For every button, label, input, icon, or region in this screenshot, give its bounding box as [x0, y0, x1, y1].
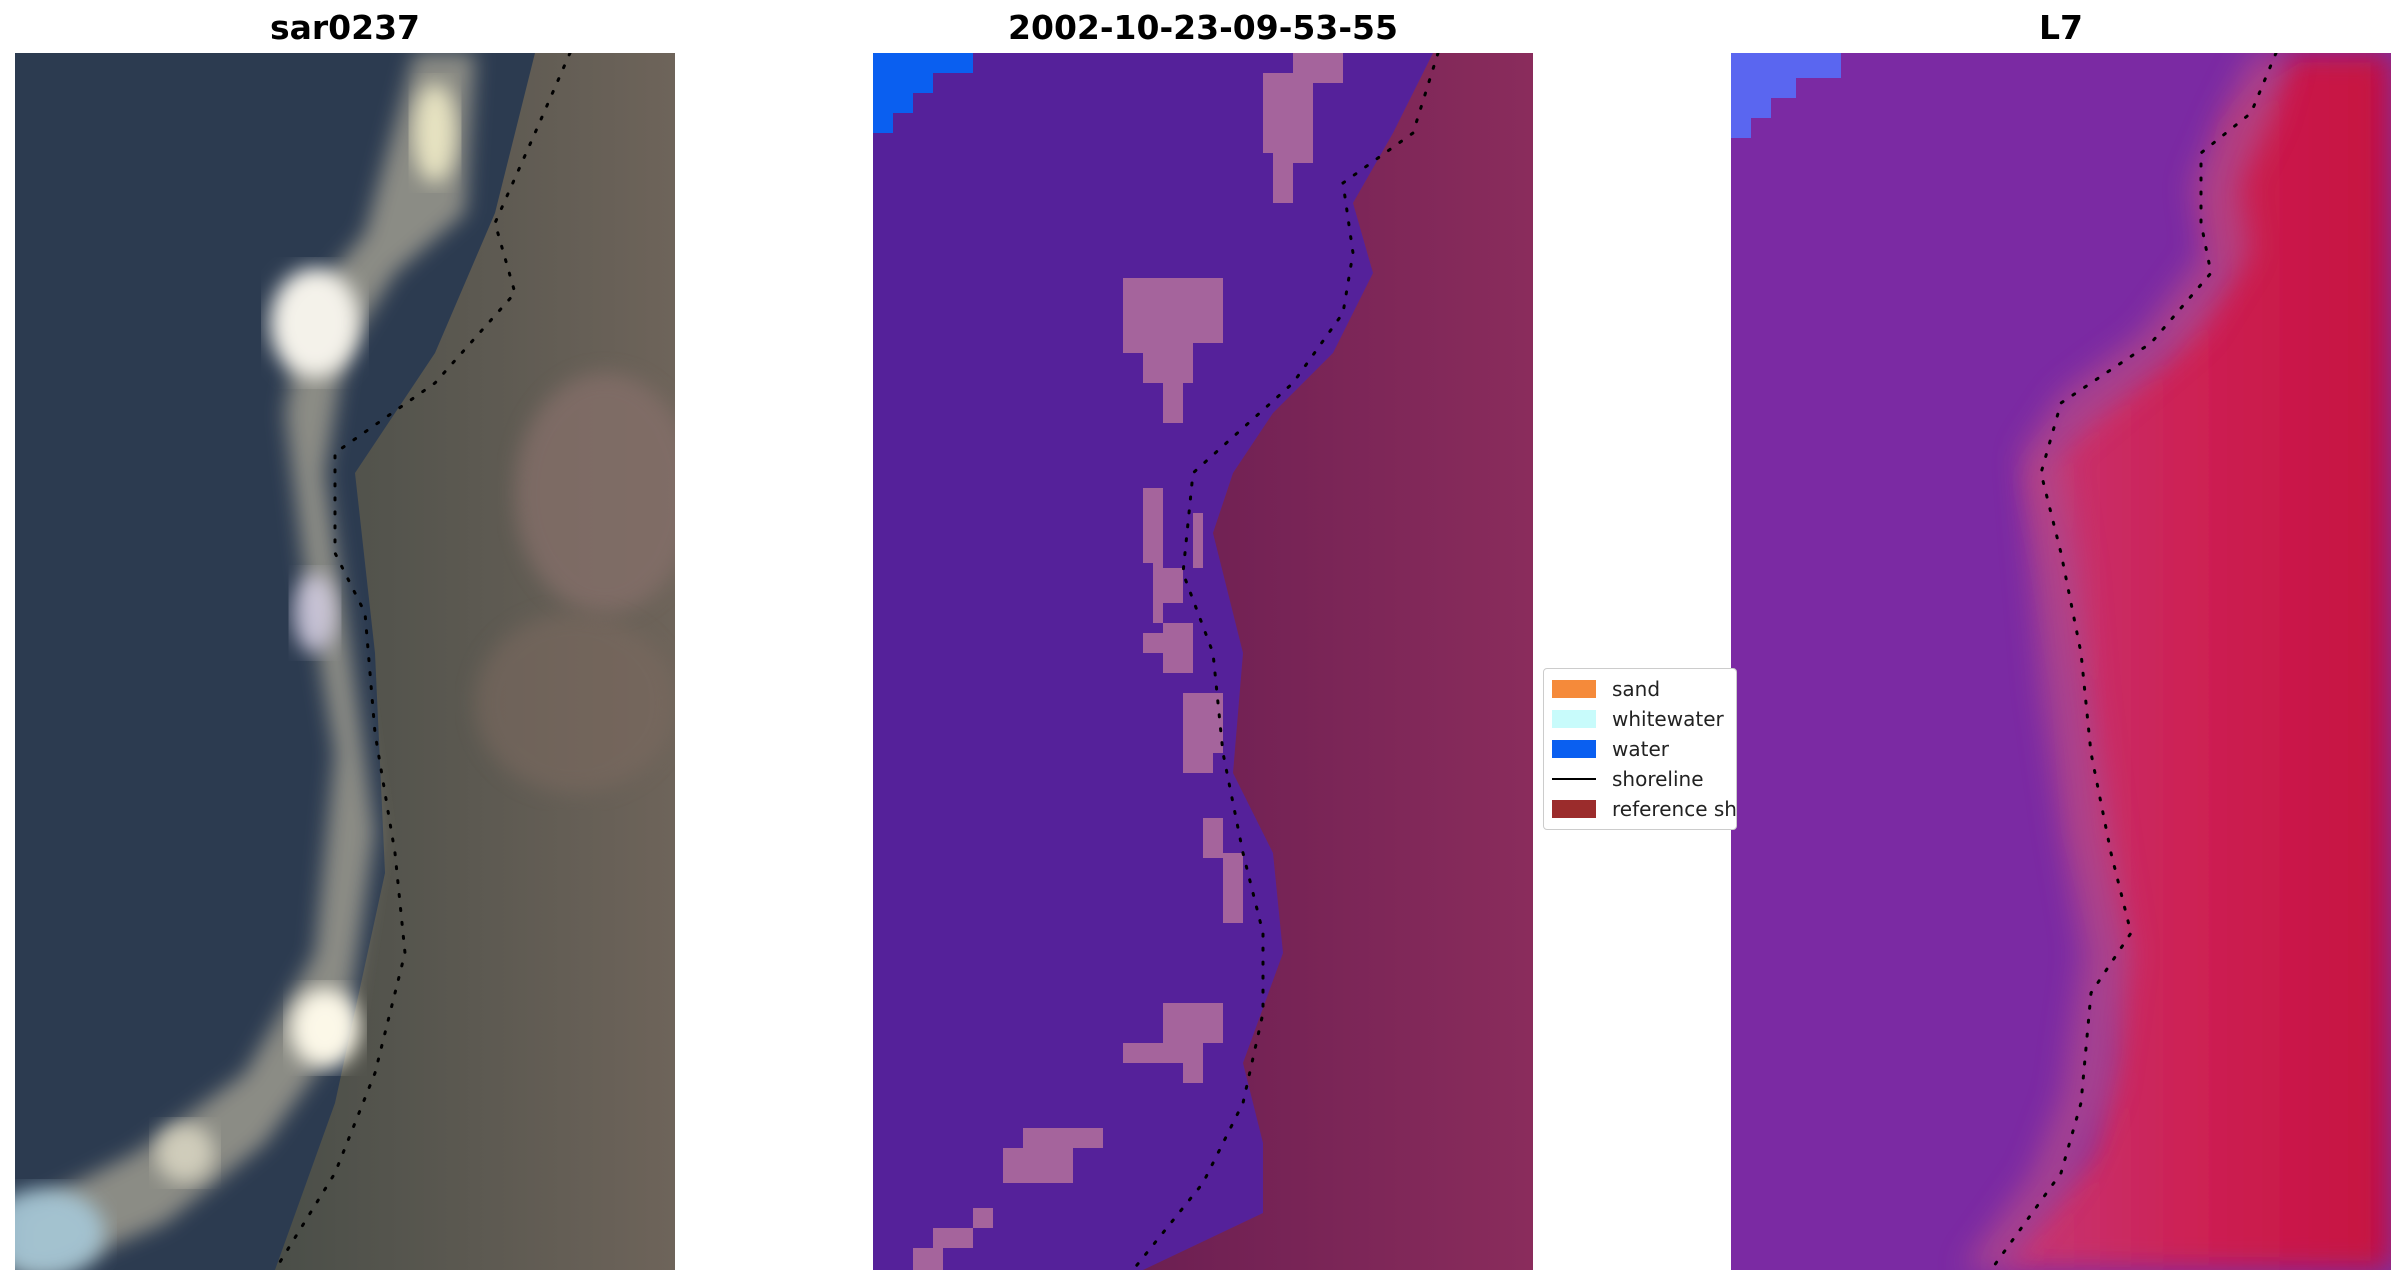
- shoreline-trace: [1131, 53, 1440, 1270]
- swir-image-panel: [1731, 53, 2391, 1270]
- whitewater-swatch: [1552, 710, 1596, 728]
- shoreline-trace: [273, 53, 572, 1270]
- legend-label-reference-shoreline: reference shoreline: [1612, 797, 1737, 821]
- legend-label-sand: sand: [1612, 677, 1661, 701]
- legend: sand whitewater water shoreline referenc…: [1543, 668, 1737, 830]
- swir-image: [1731, 53, 2391, 1270]
- legend-item-sand: sand: [1552, 675, 1660, 703]
- shoreline-swatch: [1552, 778, 1596, 780]
- sand-swatch: [1552, 680, 1596, 698]
- legend-label-shoreline: shoreline: [1612, 767, 1704, 791]
- legend-item-whitewater: whitewater: [1552, 705, 1724, 733]
- legend-label-whitewater: whitewater: [1612, 707, 1724, 731]
- reference-shoreline-swatch: [1552, 800, 1596, 818]
- classification-panel: [873, 53, 1533, 1270]
- water-swatch: [1552, 740, 1596, 758]
- legend-label-water: water: [1612, 737, 1669, 761]
- classification-image: [873, 53, 1533, 1270]
- rgb-image-panel: [15, 53, 675, 1270]
- legend-item-shoreline: shoreline: [1552, 765, 1704, 793]
- legend-item-water: water: [1552, 735, 1669, 763]
- panel-title-swir: L7: [2039, 8, 2083, 47]
- panel-title-rgb: sar0237: [269, 8, 421, 47]
- panel-title-classification: 2002-10-23-09-53-55: [1008, 8, 1398, 47]
- legend-item-reference-shoreline: reference shoreline: [1552, 795, 1737, 823]
- rgb-image: [15, 53, 675, 1270]
